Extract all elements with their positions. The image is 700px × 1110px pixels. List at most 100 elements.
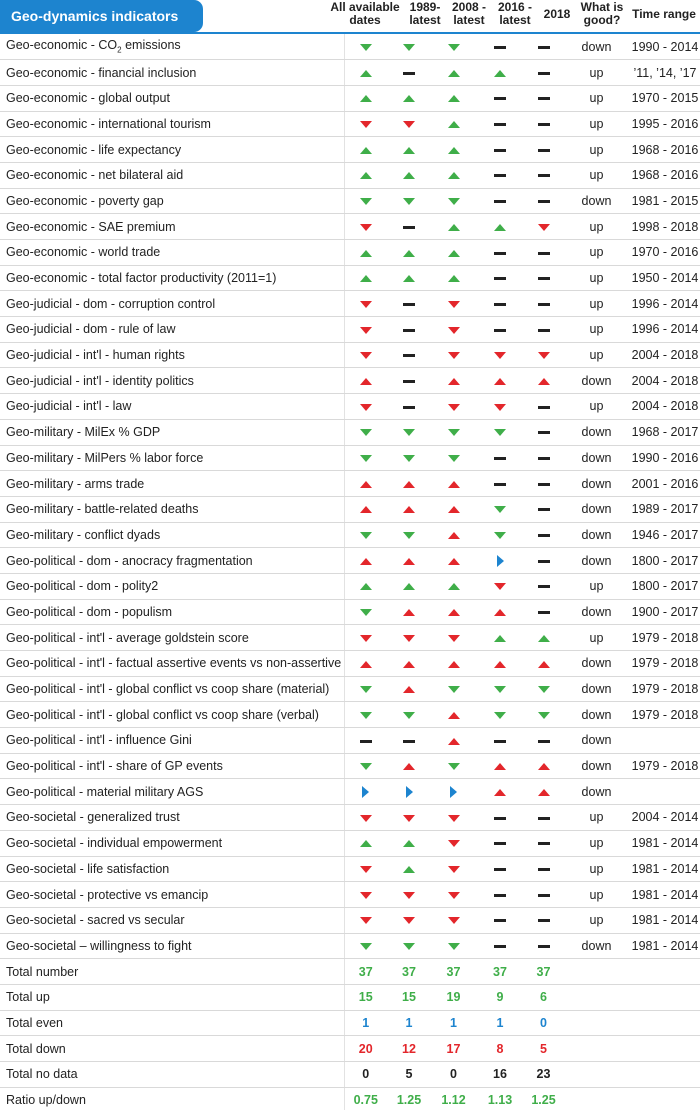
no-change-icon [537, 739, 550, 743]
down-green-icon [447, 455, 460, 463]
table-row: Geo-economic - total factor productivity… [0, 265, 700, 292]
down-red-icon [494, 352, 506, 360]
down-green-icon [494, 532, 506, 540]
trend-cell [431, 650, 476, 677]
time-range: 1946 - 2017 [630, 522, 700, 549]
down-red-icon [447, 403, 460, 411]
column-header-2016-line2: latest [499, 13, 531, 27]
trend-cell [476, 290, 524, 318]
summary-value: 37 [431, 958, 476, 985]
trend-cell [431, 599, 476, 626]
trend-cell [387, 239, 431, 266]
table-row: Geo-political - material military AGS dow… [0, 778, 700, 806]
trend-cell [431, 624, 476, 651]
trend-cell [476, 419, 524, 446]
down-red-icon [359, 917, 372, 925]
no-change-icon [403, 405, 415, 409]
trend-cell [431, 136, 476, 163]
what-is-good: up [563, 239, 630, 266]
trend-cell [524, 85, 563, 112]
summary-value: 37 [476, 958, 524, 985]
time-range: 1979 - 2018 [630, 676, 700, 703]
trend-cell [344, 547, 387, 574]
time-range [630, 727, 700, 754]
indicator-name: Geo-societal - life satisfaction [0, 856, 345, 883]
no-change-icon [494, 457, 506, 461]
down-green-icon [447, 943, 460, 951]
indicator-name-text: Geo-political - dom - populism [6, 604, 173, 619]
trend-cell [387, 907, 431, 934]
time-range: 1990 - 2016 [630, 445, 700, 472]
trend-cell [344, 778, 387, 806]
trend-cell [524, 213, 563, 240]
indicator-name-text: Geo-political - int'l - influence Gini [6, 733, 192, 748]
no-change-icon [537, 45, 550, 49]
up-green-icon [359, 249, 372, 257]
no-change-icon [537, 200, 550, 204]
trend-cell [387, 804, 431, 831]
up-red-icon [403, 557, 415, 565]
trend-cell [344, 856, 387, 883]
no-change-icon [494, 148, 506, 152]
trend-cell [344, 933, 387, 960]
up-red-icon [494, 660, 506, 668]
trend-cell [344, 624, 387, 651]
trend-cell [476, 59, 524, 86]
summary-value: 20 [344, 1035, 387, 1062]
down-red-icon [403, 121, 415, 129]
trend-cell [524, 907, 563, 934]
table-row: Geo-military - conflict dyads down 1946 - … [0, 522, 700, 549]
time-range: 1970 - 2016 [630, 239, 700, 266]
no-change-icon [537, 174, 550, 178]
what-is-good: up [563, 393, 630, 420]
time-range: 1968 - 2016 [630, 136, 700, 163]
indicator-name: Geo-political - int'l - global conflict … [0, 676, 345, 703]
indicator-name-text: Geo-economic - international tourism [6, 116, 211, 131]
trend-cell [476, 599, 524, 626]
trend-cell [387, 522, 431, 549]
up-green-icon [447, 172, 460, 180]
right-blue-icon [405, 786, 413, 799]
down-red-icon [537, 352, 550, 360]
trend-cell [431, 778, 476, 806]
indicator-name: Geo-economic - world trade [0, 239, 345, 266]
column-header-2008-line1: 2008 - [451, 0, 487, 14]
table-row: Geo-judicial - dom - corruption control u… [0, 290, 700, 318]
down-red-icon [447, 634, 460, 642]
trend-cell [344, 496, 387, 523]
trend-cell [524, 599, 563, 626]
column-header-2016-line1: 2016 - [497, 0, 533, 14]
up-green-icon [447, 249, 460, 257]
empty-cell [563, 1087, 630, 1110]
indicator-name-text: Geo-societal - individual empowerment [6, 836, 223, 851]
indicator-name: Geo-military - MilPers % labor force [0, 445, 345, 472]
trend-cell [387, 650, 431, 677]
trend-cell [344, 213, 387, 240]
table-row: Geo-societal - generalized trust up 2004 -… [0, 804, 700, 831]
table-row: Geo-judicial - int'l - law up 2004 - 2018 [0, 393, 700, 420]
down-green-icon [359, 763, 372, 771]
time-range: 1968 - 2017 [630, 419, 700, 446]
time-range: 1800 - 2017 [630, 573, 700, 600]
trend-cell [344, 239, 387, 266]
table-row: Geo-economic - SAE premium up 1998 - 2018 [0, 213, 700, 240]
trend-cell [344, 470, 387, 497]
indicator-name: Geo-economic - total factor productivity… [0, 265, 345, 292]
indicator-name-text: Geo-economic - financial inclusion [6, 65, 197, 80]
table-row: Geo-judicial - int'l - identity politics… [0, 367, 700, 395]
summary-value: 1.12 [431, 1087, 476, 1110]
time-range: 2004 - 2018 [630, 393, 700, 420]
table-row: Geo-societal - life satisfaction up 1981 -… [0, 856, 700, 883]
empty-cell [563, 958, 630, 985]
indicator-name-text: Geo-economic - poverty gap [6, 193, 164, 208]
down-green-icon [494, 429, 506, 437]
indicator-name-text: Geo-political - int'l - global conflict … [6, 682, 330, 697]
up-green-icon [447, 223, 460, 231]
what-is-good: up [563, 881, 630, 908]
no-change-icon [403, 739, 415, 743]
no-change-icon [537, 123, 550, 127]
summary-value: 37 [387, 958, 431, 985]
table-row: Geo-political - int'l - share of GP even… [0, 753, 700, 780]
trend-cell [524, 34, 563, 61]
trend-cell [344, 85, 387, 112]
